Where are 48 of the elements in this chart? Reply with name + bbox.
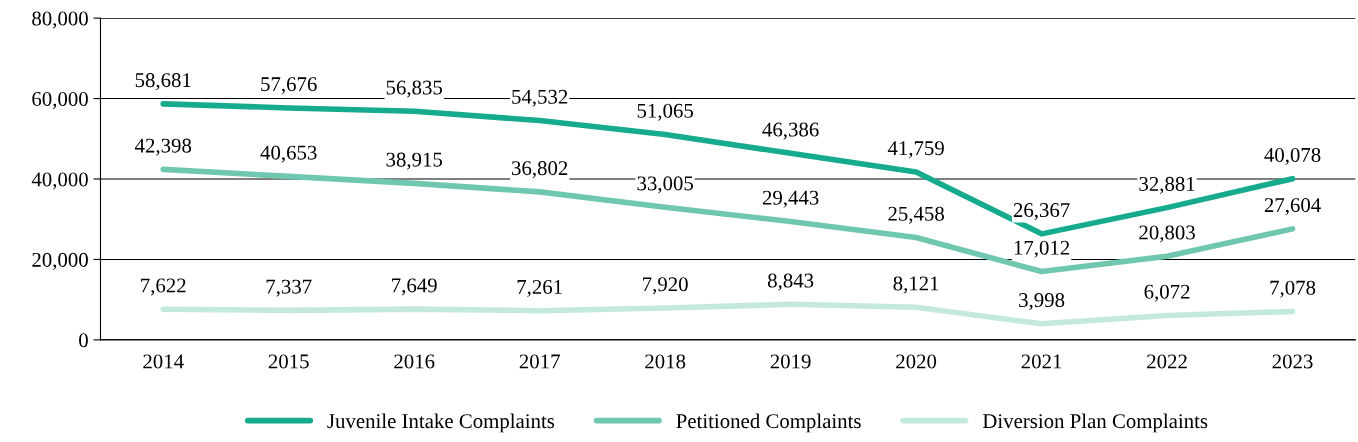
x-tick-label: 2023 bbox=[1272, 354, 1313, 369]
data-label: 36,802 bbox=[512, 161, 568, 179]
data-label: 33,005 bbox=[637, 176, 693, 194]
x-tick-label: 2017 bbox=[519, 354, 560, 369]
data-label: 7,622 bbox=[141, 278, 186, 296]
x-tick-label: 2021 bbox=[1021, 354, 1062, 369]
y-tick-label: 60,000 bbox=[32, 91, 88, 109]
legend-label: Diversion Plan Complaints bbox=[982, 413, 1208, 433]
data-label: 40,078 bbox=[1264, 147, 1321, 165]
data-label: 41,759 bbox=[887, 141, 944, 159]
data-label: 29,443 bbox=[762, 190, 819, 208]
y-tick-label: 0 bbox=[79, 333, 88, 348]
x-tick-label: 2018 bbox=[645, 354, 686, 369]
x-tick-label: 2020 bbox=[896, 354, 937, 369]
data-label: 3,998 bbox=[1019, 293, 1065, 311]
data-label: 17,012 bbox=[1014, 240, 1070, 258]
data-label: 54,532 bbox=[512, 89, 568, 107]
data-label: 7,078 bbox=[1270, 280, 1316, 298]
data-label: 7,337 bbox=[266, 279, 312, 297]
x-tick-label: 2022 bbox=[1147, 354, 1187, 369]
data-label: 6,072 bbox=[1144, 284, 1190, 302]
data-label: 57,676 bbox=[261, 77, 317, 95]
data-label: 7,920 bbox=[643, 277, 688, 295]
data-label: 38,915 bbox=[386, 152, 443, 170]
x-tick-label: 2015 bbox=[268, 354, 309, 369]
y-tick-label: 80,000 bbox=[32, 11, 88, 29]
data-label: 27,604 bbox=[1264, 198, 1321, 216]
data-label: 58,681 bbox=[135, 73, 191, 91]
data-label: 7,261 bbox=[517, 279, 562, 297]
data-label: 25,458 bbox=[888, 206, 944, 224]
data-label: 8,843 bbox=[767, 273, 814, 291]
data-label: 26,367 bbox=[1013, 203, 1070, 221]
data-label: 20,803 bbox=[1139, 225, 1195, 243]
data-label: 8,121 bbox=[893, 276, 939, 294]
x-tick-label: 2016 bbox=[394, 354, 435, 369]
data-label: 56,835 bbox=[386, 80, 443, 98]
data-label: 40,653 bbox=[260, 145, 317, 163]
legend-label: Juvenile Intake Complaints bbox=[327, 413, 555, 433]
x-tick-label: 2019 bbox=[770, 354, 811, 369]
legend-label: Petitioned Complaints bbox=[676, 413, 861, 433]
y-tick-label: 20,000 bbox=[32, 252, 88, 270]
data-label: 42,398 bbox=[134, 138, 192, 156]
data-label: 7,649 bbox=[392, 278, 437, 296]
y-tick-label: 40,000 bbox=[31, 172, 88, 190]
x-tick-label: 2014 bbox=[143, 354, 184, 369]
data-label: 32,881 bbox=[1139, 176, 1195, 194]
data-label: 46,386 bbox=[762, 122, 819, 140]
data-label: 51,065 bbox=[637, 103, 693, 121]
